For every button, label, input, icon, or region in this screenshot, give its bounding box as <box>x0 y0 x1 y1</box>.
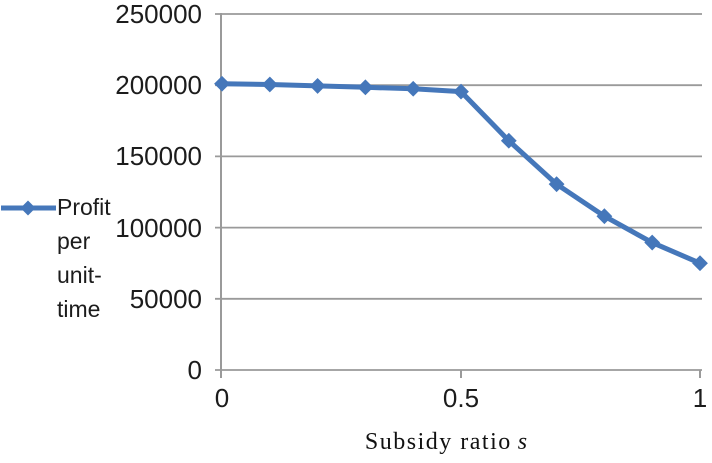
y-tick-label: 50000 <box>129 283 202 314</box>
x-axis-title-text: Subsidy ratio <box>364 429 512 455</box>
legend-line-diamond-marker-icon <box>1 200 56 216</box>
y-tick-label: 150000 <box>115 141 202 172</box>
legend-label: Profit per unit-time <box>57 194 111 322</box>
y-tick-label: 250000 <box>115 0 202 29</box>
y-tick-label: 100000 <box>115 212 202 243</box>
y-tick-label: 200000 <box>115 70 202 101</box>
y-tick-label: 0 <box>187 355 202 385</box>
x-tick-label: 0 <box>214 383 230 413</box>
x-tick-label: 0.5 <box>442 383 480 413</box>
x-tick-label: 1 <box>692 383 708 413</box>
x-axis-title: Subsidy ratio s <box>365 429 527 456</box>
x-axis-title-variable: s <box>517 429 528 455</box>
